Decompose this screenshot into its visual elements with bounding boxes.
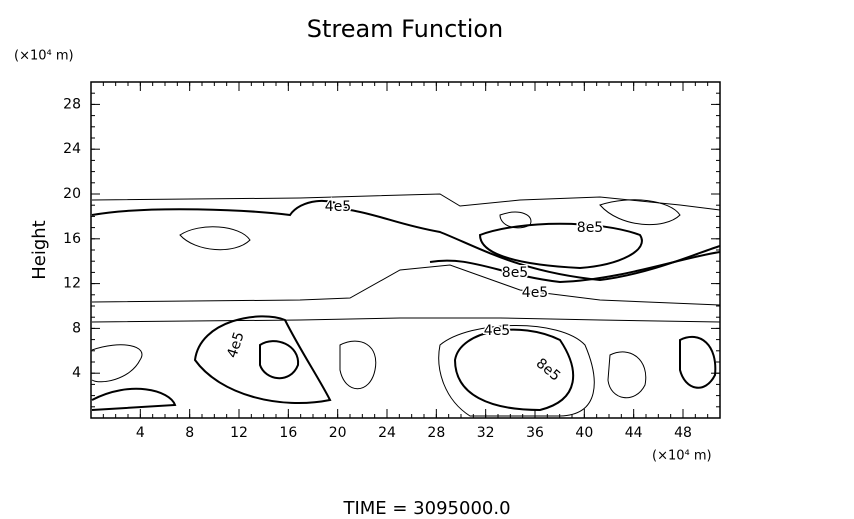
contour-line	[478, 222, 643, 270]
contour-line	[599, 199, 681, 226]
contour-group	[91, 199, 721, 412]
contour-label: 8e5	[502, 265, 528, 281]
plot-frame	[90, 81, 721, 419]
y-tick-label: 20	[63, 186, 81, 202]
contour-line	[91, 264, 721, 306]
contour-label: 4e5	[484, 323, 510, 339]
contour-line	[339, 340, 377, 390]
thin-contours	[91, 193, 721, 417]
contour-label: 8e5	[533, 355, 564, 384]
x-tick-label: 4	[136, 425, 145, 441]
contour-line	[179, 226, 251, 251]
contour-label: 8e5	[577, 220, 603, 236]
contour-line	[438, 325, 595, 417]
y-tick-label: 4	[72, 365, 81, 381]
x-tick-label: 36	[526, 425, 544, 441]
x-tick-label: 48	[674, 425, 692, 441]
y-tick-label: 24	[63, 141, 81, 157]
contour-line	[259, 340, 300, 380]
contour-line	[679, 335, 717, 389]
y-axis-label: Height	[29, 220, 50, 280]
x-tick-label: 44	[625, 425, 643, 441]
contour-line	[91, 344, 143, 383]
contour-label: 4e5	[325, 199, 351, 215]
y-tick-label: 16	[63, 231, 81, 247]
x-tick-label: 24	[378, 425, 396, 441]
contour-line	[453, 328, 574, 412]
contour-line	[91, 199, 721, 282]
contour-line	[193, 315, 332, 404]
y-tick-label: 28	[63, 96, 81, 112]
contour-label: 4e5	[522, 285, 548, 301]
contour-line	[429, 251, 721, 284]
x-tick-label: 12	[230, 425, 248, 441]
x-tick-label: 16	[279, 425, 297, 441]
contour-line	[91, 387, 177, 411]
x-tick-label: 32	[477, 425, 495, 441]
contour-line	[607, 351, 647, 399]
contour-line	[91, 193, 721, 211]
contour-label: 4e5	[224, 330, 247, 360]
x-unit: (×10⁴ m)	[652, 449, 712, 464]
x-tick-label: 40	[575, 425, 593, 441]
contour-line	[91, 317, 721, 323]
y-unit: (×10⁴ m)	[14, 49, 74, 64]
x-tick-label: 20	[329, 425, 347, 441]
x-tick-label: 28	[427, 425, 445, 441]
y-tick-label: 12	[63, 276, 81, 292]
x-tick-label: 8	[185, 425, 194, 441]
chart-title: Stream Function	[307, 15, 504, 43]
y-tick-label: 8	[72, 320, 81, 336]
footer: TIME = 3095000.0	[342, 498, 510, 519]
